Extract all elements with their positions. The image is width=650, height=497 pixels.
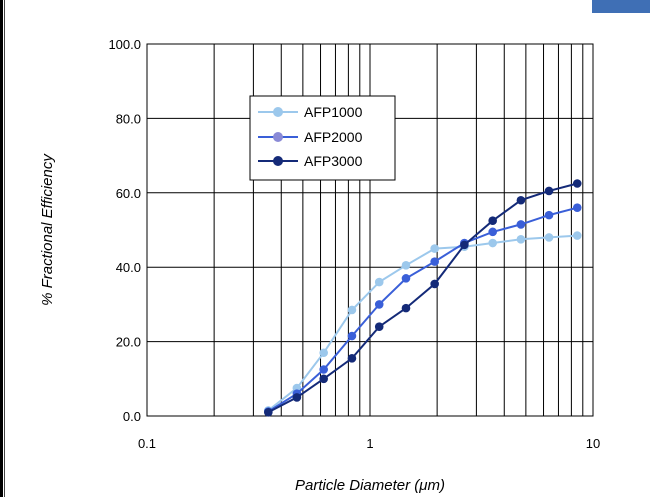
data-point [430, 244, 439, 253]
corner-tab [592, 0, 650, 13]
data-point [347, 354, 357, 363]
data-point [401, 261, 411, 270]
y-tick-label: 60.0 [116, 186, 141, 201]
legend-entry-3: AFP3000 [258, 153, 363, 169]
legend-label-1: AFP1000 [304, 104, 363, 120]
data-point [488, 238, 498, 248]
series-afp3000 [264, 179, 582, 417]
data-point [516, 235, 526, 244]
tick-labels: 0.0 20.0 40.0 60.0 80.0 100.0 0.1 1 10 [108, 37, 600, 451]
window-frame-left [0, 0, 3, 497]
y-tick-label: 100.0 [108, 37, 141, 52]
data-point [347, 331, 357, 341]
data-point [572, 179, 582, 188]
series-line [267, 234, 578, 412]
y-tick-label: 80.0 [116, 111, 141, 126]
window-frame-left-inner [4, 0, 5, 497]
data-point [572, 231, 582, 240]
y-tick-label: 20.0 [116, 335, 141, 350]
data-point [374, 277, 384, 287]
legend-marker-2 [273, 132, 283, 142]
data-point [544, 210, 554, 220]
data-point [319, 374, 329, 384]
legend-marker-1 [273, 107, 283, 117]
x-tick-label: 10 [586, 436, 600, 451]
data-point [516, 220, 526, 229]
data-point [544, 233, 554, 242]
data-point [460, 240, 469, 250]
data-point [430, 257, 439, 266]
x-tick-label: 1 [366, 436, 373, 451]
series-layer [264, 179, 582, 417]
data-point [488, 216, 498, 225]
series-afp2000 [264, 203, 582, 416]
legend-label-3: AFP3000 [304, 153, 363, 169]
data-point [319, 365, 329, 374]
data-point [264, 407, 273, 417]
data-point [488, 227, 498, 237]
legend-label-2: AFP2000 [304, 129, 363, 145]
data-point [401, 274, 411, 283]
data-point [401, 303, 411, 313]
legend-marker-3 [273, 156, 283, 166]
y-tick-label: 0.0 [123, 409, 141, 424]
legend: AFP1000 AFP2000 AFP3000 [249, 95, 396, 181]
legend-entry-1: AFP1000 [258, 104, 363, 120]
x-tick-label: 0.1 [138, 436, 156, 451]
data-point [319, 348, 329, 358]
data-point [544, 186, 554, 196]
plot-area [146, 43, 594, 417]
data-point [374, 322, 384, 332]
data-point [516, 195, 526, 205]
series-line [267, 182, 578, 414]
legend-entry-2: AFP2000 [258, 129, 363, 145]
data-point [292, 393, 302, 402]
y-axis-title: % Fractional Efficiency [39, 153, 56, 306]
x-axis-title: Particle Diameter (μm) [295, 477, 445, 494]
data-point [374, 300, 384, 309]
data-point [430, 279, 439, 289]
series-line [267, 206, 578, 413]
data-point [347, 305, 357, 315]
data-point [572, 203, 582, 212]
y-tick-label: 40.0 [116, 260, 141, 275]
